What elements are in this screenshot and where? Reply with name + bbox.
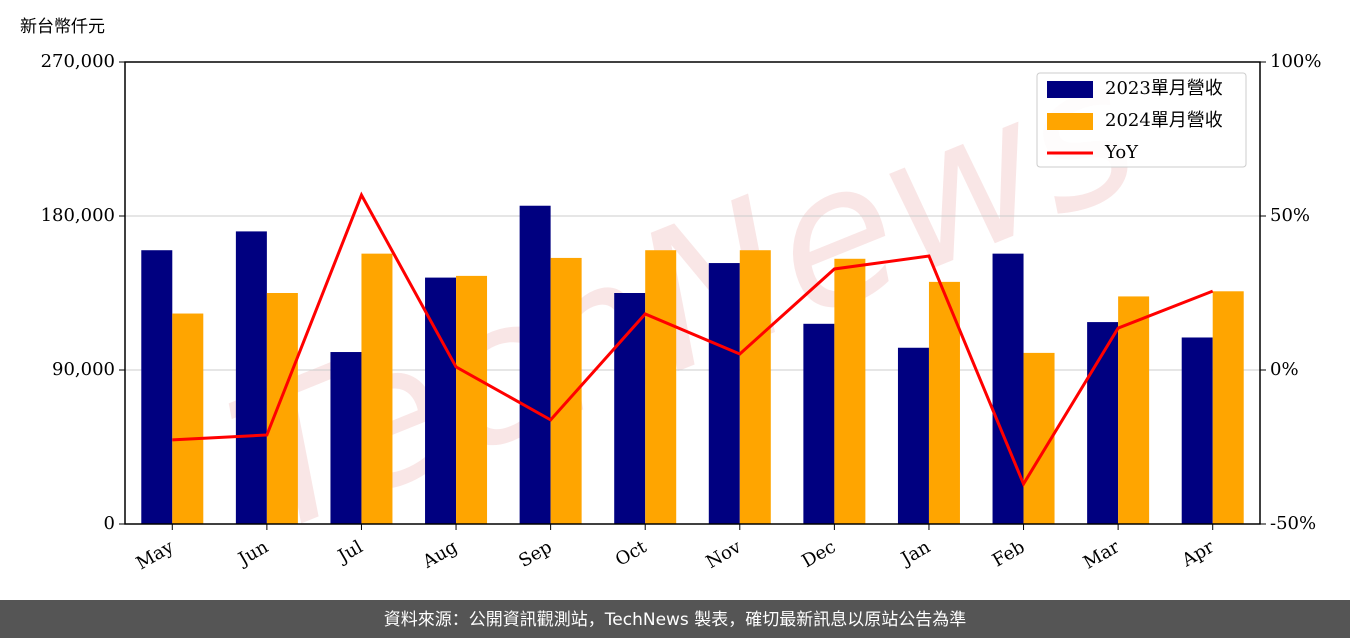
bar xyxy=(425,277,457,524)
y2-tick-label: 50% xyxy=(1270,205,1310,226)
line xyxy=(172,191,1214,488)
y-axis-label: 新台幣仟元 xyxy=(20,17,105,37)
bar xyxy=(1023,352,1055,524)
bar xyxy=(330,352,362,524)
bar xyxy=(266,293,298,524)
legend-label: YoY xyxy=(1104,142,1139,163)
y-tick-label: 270,000 xyxy=(41,51,115,72)
x-tick-label: Mar xyxy=(1080,536,1124,573)
bar xyxy=(235,231,267,524)
x-tick-label: Nov xyxy=(702,536,745,573)
y2-tick-label: -50% xyxy=(1270,513,1316,534)
bar xyxy=(992,253,1024,524)
y2-tick-label: 100% xyxy=(1270,51,1321,72)
y-tick-label: 180,000 xyxy=(41,205,115,226)
bar xyxy=(141,250,173,524)
x-tick-label: Dec xyxy=(798,536,839,572)
plot-frame xyxy=(124,61,1261,525)
y2-tick-label: 0% xyxy=(1270,359,1299,380)
y-tick-label: 0 xyxy=(104,513,115,534)
source: 資料來源：公開資訊觀測站，TechNews 製表，確切最新訊息以原站公告為準 xyxy=(384,610,966,630)
bar xyxy=(519,205,551,524)
bar xyxy=(172,313,204,524)
bar xyxy=(1212,291,1244,524)
bar xyxy=(708,263,740,524)
y-tick-label: 90,000 xyxy=(52,359,115,380)
bar xyxy=(1118,296,1150,524)
bar xyxy=(928,281,960,524)
legend-label: 2024單月營收 xyxy=(1105,110,1223,131)
legend-swatch xyxy=(1047,113,1093,130)
bar xyxy=(1181,337,1213,524)
bar xyxy=(456,275,488,524)
legend-label: 2023單月營收 xyxy=(1105,78,1223,99)
x-tick-label: Jun xyxy=(233,536,272,571)
bar xyxy=(739,250,771,524)
x-tick-label: Sep xyxy=(515,536,555,571)
bar xyxy=(614,293,646,524)
x-tick-label: Apr xyxy=(1178,536,1218,571)
bar xyxy=(361,253,393,524)
x-tick-label: Feb xyxy=(989,536,1029,571)
bar xyxy=(645,250,677,524)
legend-swatch xyxy=(1047,81,1093,98)
x-tick-label: Jan xyxy=(896,536,934,570)
bar xyxy=(897,347,929,524)
bar xyxy=(803,323,835,524)
x-tick-label: May xyxy=(133,536,178,574)
footer-bar xyxy=(0,600,1350,638)
bar xyxy=(834,258,866,524)
x-tick-label: Aug xyxy=(418,536,461,573)
x-tick-label: Oct xyxy=(612,536,651,571)
